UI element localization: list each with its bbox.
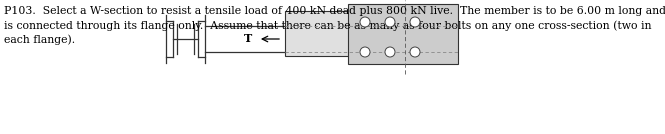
Circle shape xyxy=(360,47,370,57)
Bar xyxy=(285,11,350,56)
Circle shape xyxy=(385,17,395,27)
Bar xyxy=(348,4,458,64)
Text: each flange).: each flange). xyxy=(4,34,75,45)
Circle shape xyxy=(360,17,370,27)
Circle shape xyxy=(410,17,420,27)
Circle shape xyxy=(410,47,420,57)
Text: is connected through its flange only.  Assume that there can be as many as four : is connected through its flange only. As… xyxy=(4,20,652,31)
Text: P103.  Select a W-section to resist a tensile load of 400 kN dead plus 800 kN li: P103. Select a W-section to resist a ten… xyxy=(4,6,665,16)
Circle shape xyxy=(385,47,395,57)
Text: T: T xyxy=(244,34,252,44)
